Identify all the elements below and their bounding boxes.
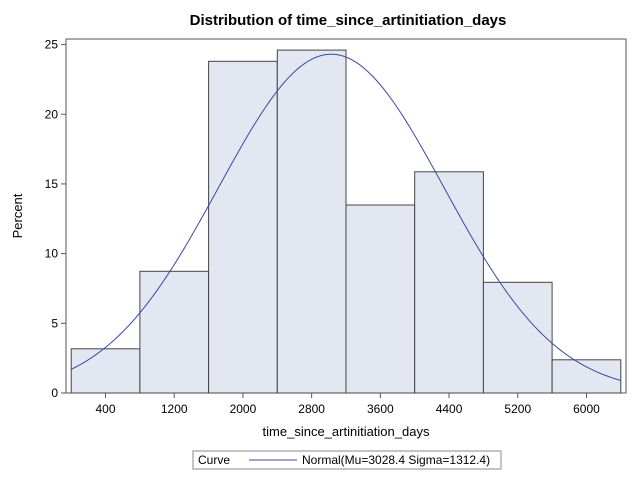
bars-group [70,49,622,394]
histogram-bar-5 [345,204,416,394]
histogram-bar-8 [551,359,622,394]
y-tick-label: 5 [51,316,58,330]
x-axis-label: time_since_artinitiation_days [263,424,430,439]
histogram-bar-2 [139,270,210,394]
chart-title: Distribution of time_since_artinitiation… [190,12,507,29]
y-tick-label: 25 [45,38,59,52]
histogram-bar-4 [276,49,347,394]
x-tick-label: 1200 [161,402,188,416]
x-tick-label: 400 [95,402,115,416]
histogram-bar-7 [482,281,553,394]
normal-curve-line [70,53,621,381]
y-tick-label: 20 [45,107,59,121]
legend: Curve Normal(Mu=3028.4 Sigma=1312.4) [192,450,502,470]
x-tick-label: 2800 [298,402,325,416]
y-tick-label: 10 [45,247,59,261]
legend-box [192,450,502,470]
y-axis-label: Percent [10,193,25,238]
x-tick-label: 2000 [230,402,257,416]
histogram-bar-6 [414,171,484,394]
x-tick-label: 5200 [504,402,531,416]
x-tick-label: 3600 [367,402,394,416]
legend-entry: Normal(Mu=3028.4 Sigma=1312.4) [302,453,490,467]
y-tick-label: 15 [45,177,59,191]
x-axis: 400 1200 2000 2800 3600 4400 5200 6000 [95,393,600,416]
y-axis: 0 5 10 15 20 25 [45,38,66,400]
histogram-bar-1 [70,348,141,394]
x-tick-label: 4400 [436,402,463,416]
y-tick-label: 0 [51,386,58,400]
x-tick-label: 6000 [573,402,600,416]
histogram-bar-3 [208,60,278,394]
legend-title: Curve [198,453,230,467]
